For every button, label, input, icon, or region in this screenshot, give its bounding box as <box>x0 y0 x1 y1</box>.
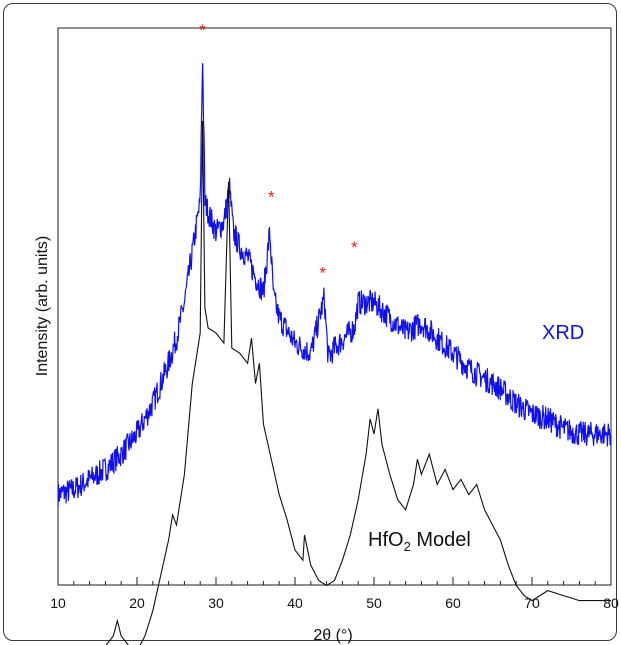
peak-marker: * <box>268 188 275 207</box>
x-tick-label: 60 <box>445 595 461 611</box>
x-tick-label: 50 <box>366 595 382 611</box>
peak-marker: * <box>199 21 206 40</box>
peak-markers: * * * * <box>199 21 358 282</box>
peak-marker: * <box>319 263 326 282</box>
x-tick-label: 30 <box>208 595 224 611</box>
series-line-hfo2-model <box>105 120 611 645</box>
plot-frame <box>57 27 612 586</box>
series-label-hfo2-rest: Model <box>411 529 471 551</box>
x-axis-tick-labels: 10 20 30 40 50 60 70 80 <box>50 595 619 611</box>
series-label-hfo2-subscript: 2 <box>404 539 411 554</box>
x-axis-label: 2θ (°) <box>313 627 352 644</box>
x-tick-label: 40 <box>287 595 303 611</box>
figure-frame <box>3 3 617 641</box>
peak-marker: * <box>351 238 358 257</box>
series-label-hfo2-main: HfO <box>368 529 404 551</box>
y-axis-label: Intensity (arb. units) <box>34 236 51 377</box>
x-tick-label: 80 <box>603 595 619 611</box>
x-axis-ticks <box>57 577 612 585</box>
series-label-hfo2-model: HfO2 Model <box>368 529 471 554</box>
x-tick-label: 70 <box>524 595 540 611</box>
x-tick-label: 10 <box>50 595 66 611</box>
series-line-xrd <box>57 63 612 508</box>
series-label-xrd: XRD <box>542 322 584 344</box>
x-tick-label: 20 <box>129 595 145 611</box>
